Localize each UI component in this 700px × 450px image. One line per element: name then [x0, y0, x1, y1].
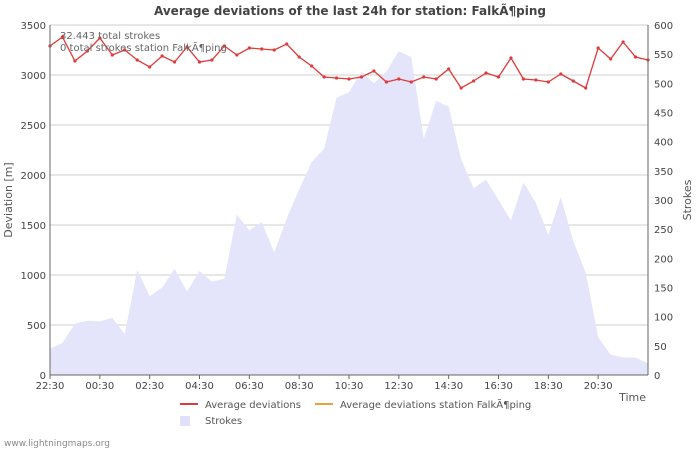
y-tick-label: 1000 — [21, 271, 46, 282]
deviation-point — [471, 79, 476, 83]
deviation-point — [235, 53, 239, 57]
legend-label: Average deviations station FalkÃ¶ping — [340, 398, 531, 411]
legend-label: Strokes — [205, 416, 242, 427]
deviation-point — [197, 60, 202, 64]
y2-tick-label: 250 — [654, 225, 673, 236]
deviation-point — [584, 86, 588, 90]
x-tick-label: 08:30 — [285, 381, 314, 392]
legend-swatch-strokes — [180, 416, 190, 426]
y2-tick-label: 150 — [654, 284, 673, 295]
deviation-point — [609, 57, 613, 61]
x-axis-label: Time — [618, 391, 646, 404]
legend: Average deviations Average deviations sta… — [180, 398, 531, 427]
y2-tick-label: 50 — [654, 342, 667, 353]
y-tick-label: 1500 — [21, 221, 46, 232]
deviation-point — [633, 55, 638, 59]
deviation-point — [172, 60, 177, 64]
y2-axis-label: Strokes — [681, 179, 694, 220]
deviation-point — [160, 54, 164, 58]
deviation-point — [397, 77, 401, 81]
deviation-point — [247, 46, 251, 50]
deviation-point — [459, 86, 463, 90]
y2-tick-label: 200 — [654, 254, 673, 265]
deviation-point — [571, 79, 575, 83]
deviation-point — [496, 75, 501, 79]
deviation-point — [222, 44, 227, 48]
deviation-point — [185, 45, 189, 49]
deviation-point — [347, 77, 351, 81]
deviation-point — [60, 35, 65, 39]
y2-tick-label: 400 — [654, 138, 673, 149]
x-tick-label: 12:30 — [384, 381, 413, 392]
strokes-layer — [50, 51, 648, 375]
deviation-point — [210, 58, 214, 62]
deviation-point — [422, 75, 426, 79]
y-tick-label: 0 — [40, 371, 46, 382]
deviation-point — [272, 48, 276, 52]
y2-tick-label: 300 — [654, 196, 673, 207]
x-tick-label: 10:30 — [335, 381, 364, 392]
strokes-area — [50, 51, 648, 375]
deviation-point — [123, 48, 127, 52]
deviation-point — [98, 36, 102, 40]
info-total-strokes: 32.443 total strokes — [60, 31, 160, 42]
y-tick-label: 2000 — [21, 171, 46, 182]
y-axis-label: Deviation [m] — [2, 162, 15, 237]
x-tick-label: 02:30 — [135, 381, 164, 392]
chart-title: Average deviations of the last 24h for s… — [154, 3, 546, 18]
y2-tick-label: 600 — [654, 21, 673, 32]
info-station-strokes: 0 total strokes station FalkÃ¶ping — [60, 41, 227, 54]
x-tick-label: 16:30 — [484, 381, 513, 392]
x-tick-label: 22:30 — [36, 381, 65, 392]
x-tick-label: 18:30 — [534, 381, 563, 392]
deviation-point — [334, 76, 339, 80]
y2-tick-label: 500 — [654, 79, 673, 90]
x-tick-label: 06:30 — [235, 381, 264, 392]
x-tick-label: 04:30 — [185, 381, 214, 392]
y-tick-label: 2500 — [21, 121, 46, 132]
deviation-point — [285, 42, 289, 46]
y2-tick-label: 450 — [654, 109, 673, 120]
deviation-point — [621, 40, 625, 44]
deviation-lines-layer — [48, 35, 650, 90]
y2-tick-label: 550 — [654, 50, 673, 61]
deviation-point — [384, 80, 388, 84]
y2-tick-label: 350 — [654, 167, 673, 178]
x-tick-label: 14:30 — [434, 381, 463, 392]
deviation-point — [509, 56, 513, 60]
footer-site-credit: www.lightningmaps.org — [4, 439, 110, 449]
y-tick-label: 3500 — [21, 21, 46, 32]
y-tick-label: 500 — [27, 321, 46, 332]
deviation-point — [434, 77, 438, 81]
info-box: 32.443 total strokes 0 total strokes sta… — [60, 31, 227, 54]
deviation-point — [484, 71, 488, 75]
deviation-point — [359, 75, 364, 79]
x-tick-label: 00:30 — [85, 381, 114, 392]
y2-tick-label: 100 — [654, 313, 673, 324]
axes: 0 500 1000 1500 2000 2500 3000 3500 0 50 100 150 200… — [21, 21, 674, 392]
deviation-point — [135, 58, 139, 62]
deviation-point — [534, 78, 538, 82]
deviation-point — [260, 47, 264, 51]
legend-label: Average deviations — [205, 400, 301, 411]
deviation-point — [85, 49, 89, 53]
deviation-point — [596, 46, 600, 50]
deviation-point — [73, 59, 77, 63]
deviation-point — [297, 55, 301, 59]
deviation-point — [372, 69, 376, 73]
deviation-point — [148, 65, 152, 69]
y-tick-label: 3000 — [21, 71, 46, 82]
y2-tick-label: 0 — [654, 371, 660, 382]
deviation-point — [110, 53, 114, 57]
deviation-point — [447, 67, 451, 71]
deviation-point — [409, 80, 413, 84]
deviation-point — [559, 72, 563, 76]
deviation-point — [322, 75, 326, 79]
deviation-point — [546, 80, 550, 84]
deviation-point — [310, 64, 314, 68]
deviation-point — [521, 77, 526, 81]
x-tick-label: 20:30 — [584, 381, 613, 392]
